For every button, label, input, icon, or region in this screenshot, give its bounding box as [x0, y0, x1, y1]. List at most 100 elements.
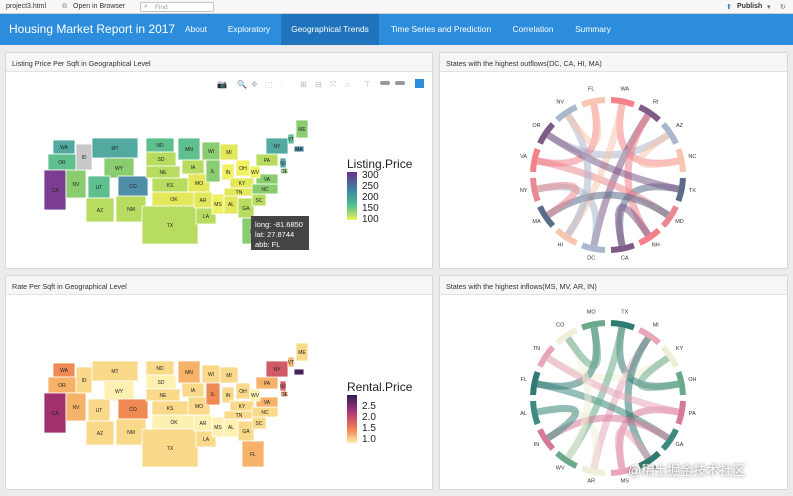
zoom-out-icon[interactable]: ⊟: [315, 80, 322, 89]
zoom-in-icon[interactable]: ⊞: [300, 80, 307, 89]
chord-arc[interactable]: [581, 320, 606, 331]
camera-icon[interactable]: 📷: [217, 80, 227, 89]
home-icon[interactable]: ⌂: [345, 80, 350, 89]
chord-ribbon[interactable]: [546, 132, 680, 193]
state-wv[interactable]: [249, 388, 261, 402]
chord-arc[interactable]: [581, 242, 606, 253]
chevron-down-icon[interactable]: ▾: [767, 4, 771, 11]
chord-arc[interactable]: [530, 371, 541, 396]
state-va[interactable]: [255, 396, 279, 408]
plotly-logo-icon[interactable]: [415, 79, 424, 88]
hover-compare-icon[interactable]: [395, 81, 405, 85]
state-la[interactable]: [195, 430, 217, 448]
chord-arc[interactable]: [660, 205, 679, 228]
chord-arc[interactable]: [638, 104, 661, 123]
state-in[interactable]: [221, 163, 235, 181]
chord-arc[interactable]: [660, 122, 679, 145]
state-vt[interactable]: [287, 356, 295, 368]
state-tx[interactable]: [141, 428, 199, 468]
chord-arc[interactable]: [660, 345, 679, 368]
chord-ribbon[interactable]: [565, 326, 602, 370]
state-il[interactable]: [205, 159, 221, 183]
state-me[interactable]: [295, 119, 309, 139]
chord-arc[interactable]: [530, 400, 541, 425]
chord-arc[interactable]: [638, 227, 661, 246]
chord-arc[interactable]: [581, 97, 606, 108]
state-de[interactable]: [281, 167, 288, 175]
state-nm[interactable]: [115, 195, 147, 223]
chord-arc[interactable]: [675, 371, 686, 396]
listing-price-map[interactable]: 📷 🔍 ✥ ⬚ ◌ ⊞ ⊟ ⤧ ⌂ ⊤ WA OR CA NV ID MT WY UT AZ CO…: [6, 72, 434, 269]
chord-arc[interactable]: [675, 177, 686, 202]
state-ny[interactable]: [265, 360, 289, 378]
state-il[interactable]: [205, 382, 221, 406]
chord-ribbon[interactable]: [536, 404, 580, 441]
state-mi[interactable]: [219, 143, 239, 161]
state-mi[interactable]: [219, 366, 239, 384]
chord-arc[interactable]: [555, 450, 578, 469]
autoscale-icon[interactable]: ⤧: [330, 80, 337, 89]
tab-about[interactable]: About: [185, 24, 207, 34]
chord-arc[interactable]: [610, 97, 635, 108]
outflow-chord-diagram[interactable]: WA RI AZ NC TX MD NH CA DC HI MA NY VA OR NV FL: [440, 72, 789, 269]
chord-arc[interactable]: [610, 320, 635, 331]
tab-geographical-trends[interactable]: Geographical Trends: [281, 14, 379, 45]
chord-arc[interactable]: [537, 122, 556, 145]
tab-time-series[interactable]: Time Series and Prediction: [390, 24, 492, 34]
spike-icon[interactable]: ⊤: [364, 80, 371, 89]
chord-ribbon[interactable]: [614, 426, 651, 470]
state-az[interactable]: [85, 197, 115, 223]
state-az[interactable]: [85, 420, 115, 446]
chord-ribbon[interactable]: [536, 181, 580, 218]
state-vt[interactable]: [287, 133, 295, 145]
publish-icon[interactable]: ⬆: [726, 4, 732, 11]
chord-arc[interactable]: [555, 327, 578, 346]
box-select-icon[interactable]: ⬚: [265, 80, 273, 89]
tab-summary[interactable]: Summary: [575, 24, 611, 34]
state-fl[interactable]: [241, 440, 265, 468]
chord-arc[interactable]: [638, 327, 661, 346]
state-de[interactable]: [281, 390, 288, 398]
tab-exploratory[interactable]: Exploratory: [227, 24, 271, 34]
state-in[interactable]: [221, 386, 235, 404]
hover-closest-icon[interactable]: [380, 81, 390, 85]
state-ma[interactable]: [293, 368, 305, 376]
chord-arc[interactable]: [610, 465, 635, 476]
chord-arc[interactable]: [537, 205, 556, 228]
chord-arc[interactable]: [675, 148, 686, 173]
chord-outflow[interactable]: WA RI AZ NC TX MD NH CA DC HI MA NY VA OR NV FL: [520, 87, 697, 262]
chord-arc[interactable]: [555, 104, 578, 123]
state-me[interactable]: [295, 342, 309, 362]
chord-arc[interactable]: [537, 428, 556, 451]
find-input[interactable]: ⌕ Find: [140, 2, 214, 12]
inflow-chord-diagram[interactable]: TX MI KY OH PA GA IL MS AR WV IN AL FL TN CO MO: [440, 295, 789, 490]
state-va[interactable]: [255, 173, 279, 185]
chord-ribbon[interactable]: [565, 103, 602, 147]
tab-correlation[interactable]: Correlation: [512, 24, 554, 34]
zoom-icon[interactable]: 🔍: [237, 79, 247, 89]
chord-arc[interactable]: [610, 242, 635, 253]
state-la[interactable]: [195, 207, 217, 225]
chord-ribbon[interactable]: [636, 132, 680, 169]
chord-inflow[interactable]: TX MI KY OH PA GA IL MS AR WV IN AL FL TN CO MO: [520, 310, 696, 485]
state-tx[interactable]: [141, 205, 199, 245]
state-nm[interactable]: [115, 418, 147, 446]
chord-arc[interactable]: [555, 227, 578, 246]
state-ny[interactable]: [265, 137, 289, 155]
pan-icon[interactable]: ✥: [251, 80, 258, 89]
state-ma[interactable]: [293, 145, 305, 153]
rental-rate-map[interactable]: WA OR CA NV ID MT WY UT AZ CO NM ND SD NE KS OK TX MN IA MO…: [6, 295, 434, 490]
open-browser-icon[interactable]: ⧉: [62, 3, 67, 10]
chord-arc[interactable]: [537, 345, 556, 368]
chord-ribbon[interactable]: [614, 203, 651, 247]
chord-arc[interactable]: [638, 450, 661, 469]
us-choropleth-listing[interactable]: WA OR CA NV ID MT WY UT AZ CO NM ND SD NE KS OK TX MN IA MO…: [43, 119, 309, 245]
state-wv[interactable]: [249, 165, 261, 179]
chord-arc[interactable]: [675, 400, 686, 425]
refresh-icon[interactable]: ↻: [780, 4, 786, 11]
us-choropleth-rental[interactable]: WA OR CA NV ID MT WY UT AZ CO NM ND SD NE KS OK TX MN IA MO…: [43, 342, 309, 468]
publish-button[interactable]: Publish: [737, 3, 763, 10]
lasso-icon[interactable]: ◌: [280, 80, 285, 89]
chord-arc[interactable]: [660, 428, 679, 451]
chord-arc[interactable]: [581, 465, 606, 476]
